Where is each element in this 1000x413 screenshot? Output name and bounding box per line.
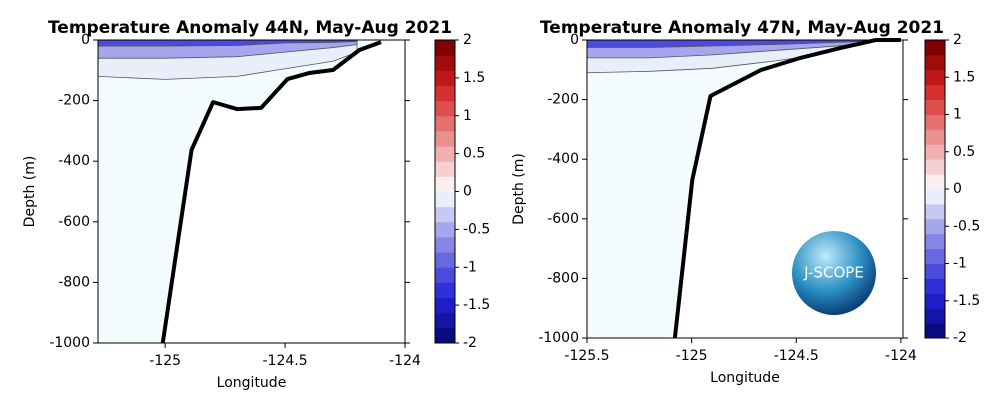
chart-title: Temperature Anomaly 44N, May-Aug 2021 [48,18,452,38]
bottom-line [160,40,382,344]
x-axis-label: Longitude [710,370,780,386]
y-tick-label: 0 [570,32,579,48]
colorbar-swatch [925,218,945,235]
colorbar-swatch [435,70,455,86]
y-tick-label: -1000 [49,335,90,351]
colorbar-swatch [435,115,455,132]
colorbar-tick-label: 1.5 [953,69,975,85]
colorbar-swatch [435,55,455,71]
colorbar-tick-label: 1 [463,108,472,124]
colorbar-swatch [925,129,945,145]
bottom-line [672,38,901,339]
colorbar-swatch [925,40,945,56]
colorbar-swatch [925,99,945,115]
colorbar-tick-label: -1.5 [953,293,980,309]
colorbar-swatch [925,114,945,130]
colorbar-swatch [435,236,455,253]
colorbar-swatch [925,84,945,101]
x-tick-label: -125.5 [564,348,609,364]
contour-band [98,40,358,47]
colorbar-swatch [435,312,455,329]
colorbar-swatch [435,161,455,177]
colorbar-swatch [435,191,455,208]
colorbar-tick-label: -1.5 [463,297,490,313]
colorbar-tick-label: 0 [463,184,472,200]
colorbar-tick-label: 1.5 [463,70,485,86]
colorbar-swatch [925,323,945,339]
x-tick-label: -124.5 [263,353,308,369]
colorbar-swatch [925,293,945,309]
colorbar-swatch [925,203,945,220]
colorbar-swatch [435,130,455,147]
colorbar-swatch [435,176,455,192]
colorbar-swatch [435,297,455,314]
colorbar-tick-label: 1 [953,107,962,123]
ocean [587,40,903,338]
colorbar-swatch [435,85,455,102]
colorbar-swatch [435,221,455,238]
plot-frame [97,39,406,344]
colorbar-tick-label: 2 [953,32,962,48]
y-tick-label: -600 [58,214,90,230]
colorbar-swatch [435,146,455,162]
y-tick-label: -800 [547,270,579,286]
x-axis-label: Longitude [217,375,287,391]
colorbar-tick-label: 0 [953,181,962,197]
y-tick-label: -600 [547,211,579,227]
x-tick-label: -124 [885,348,917,364]
colorbar-swatch [925,189,945,205]
y-axis-label: Depth (m) [22,156,38,228]
colorbar-tick-label: 2 [463,32,472,48]
chart-title: Temperature Anomaly 47N, May-Aug 2021 [540,18,944,38]
colorbar-swatch [435,252,455,268]
x-tick-label: -124.5 [774,348,819,364]
colorbar-tick-label: -1 [953,256,967,272]
colorbar-tick-label: -1 [463,259,477,275]
colorbar-tick-label: -2 [953,330,967,346]
colorbar-swatch [925,54,945,71]
colorbar-swatch [925,174,945,190]
y-tick-label: -200 [547,92,579,108]
x-tick-label: -125 [676,348,708,364]
colorbar-swatch [925,144,945,160]
x-tick-label: -124 [389,353,421,369]
ocean [98,40,405,343]
logo-text: J-SCOPE [803,264,864,282]
colorbar-swatch [925,233,945,250]
logo [792,231,876,315]
y-tick-label: -800 [58,274,90,290]
colorbar-tick-label: -0.5 [953,218,980,234]
colorbar-swatch [925,278,945,294]
colorbar-swatch [925,248,945,264]
colorbar-tick-label: -0.5 [463,221,490,237]
y-tick-label: -400 [547,151,579,167]
colorbar-swatch [435,267,455,283]
plot-frame [586,39,904,339]
colorbar-swatch [925,308,945,324]
y-tick-label: -1000 [538,330,579,346]
colorbar-swatch [435,327,455,344]
colorbar-swatch [925,159,945,175]
colorbar-tick-label: -2 [463,335,477,351]
x-tick-label: -125 [149,353,181,369]
y-axis-label: Depth (m) [511,153,527,225]
colorbar-swatch [925,263,945,279]
colorbar-swatch [925,69,945,86]
colorbar-swatch [435,40,455,56]
colorbar-swatch [435,282,455,299]
colorbar-swatch [435,206,455,223]
y-tick-label: 0 [81,32,90,48]
y-tick-label: -200 [58,93,90,109]
colorbar-tick-label: 0.5 [463,146,485,162]
colorbar-tick-label: 0.5 [953,144,975,160]
y-tick-label: -400 [58,153,90,169]
colorbar-swatch [435,100,455,117]
